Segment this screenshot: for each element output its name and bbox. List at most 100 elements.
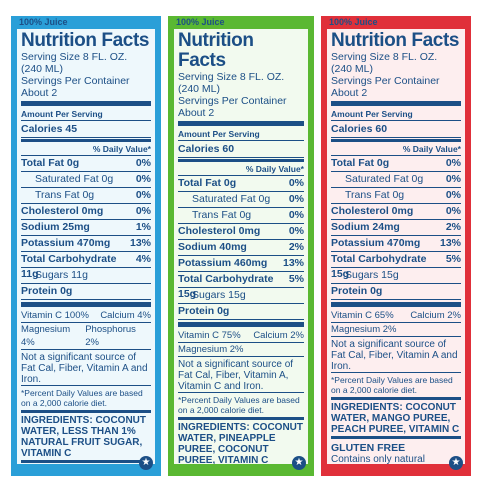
vitamin-left: Vitamin C 65%: [331, 310, 394, 321]
nutrient-label: Sodium 25mg: [21, 221, 90, 233]
divider: [331, 139, 461, 142]
calories: Calories 60: [331, 121, 461, 138]
nutrient-row: Cholesterol 0mg 0%: [178, 224, 304, 240]
nutrient-dv: 0%: [135, 189, 151, 201]
nutrient-row: Protein 0g: [178, 304, 304, 320]
nutrient-row: Sodium 24mg 2%: [331, 220, 461, 236]
nutrient-label: Potassium 470mg: [331, 237, 421, 249]
divider: [178, 121, 304, 126]
nutrient-label: Total Fat 0g: [331, 157, 390, 169]
nutrient-label: Total Carbohydrate 11g: [21, 253, 117, 280]
daily-value-header: % Daily Value*: [21, 143, 151, 156]
nutrient-dv: 0%: [288, 193, 304, 205]
nutrient-row: Potassium 470mg 13%: [21, 236, 151, 252]
daily-value-footnote: *Percent Daily Values are based on a 2,0…: [21, 388, 143, 408]
not-significant-note: Not a significant source of Fat Cal, Fib…: [331, 339, 461, 373]
servings-per-container: Servings Per Container About 2: [21, 75, 130, 99]
not-significant-note: Not a significant source of Fat Cal, Fib…: [178, 359, 304, 393]
daily-value-header: % Daily Value*: [331, 143, 461, 156]
natural-ingredients-note: Contains only natural ingredients; taste…: [331, 454, 425, 464]
ingredients: INGREDIENTS: COCONUT WATER, MANGO PUREE,…: [331, 402, 460, 435]
nutrient-row: Sodium 25mg 1%: [21, 220, 151, 236]
not-significant-note: Not a significant source of Fat Cal, Fib…: [21, 352, 151, 386]
ingredients: INGREDIENTS: COCONUT WATER, PINEAPPLE PU…: [178, 422, 303, 464]
nutrient-label: Trans Fat 0g: [345, 189, 405, 201]
vitamin-row: Magnesium 2%: [331, 323, 461, 337]
nutrient-row: Cholesterol 0mg 0%: [331, 204, 461, 220]
nutrient-label: Sugars 11g: [35, 269, 88, 281]
nutrient-label: Saturated Fat 0g: [345, 173, 424, 185]
divider: [21, 410, 151, 413]
servings-per-container: Servings Per Container About 2: [178, 95, 287, 119]
nutrient-dv: 13%: [439, 237, 461, 249]
nutrient-dv: 1%: [135, 221, 151, 233]
nutrient-row: Total Fat 0g 0%: [178, 176, 304, 192]
nutrient-label: Total Carbohydrate 15g: [331, 253, 427, 280]
nutrition-panel-2: 100% Juice Nutrition Facts Serving Size 8 …: [168, 16, 314, 476]
vitamin-row: Vitamin C 65% Calcium 2%: [331, 309, 461, 323]
vitamin-left: Vitamin C 100%: [21, 310, 89, 321]
nutrient-row: Total Carbohydrate 11g 4%: [21, 252, 151, 280]
nutrient-label: Cholesterol 0mg: [21, 205, 104, 217]
nutrient-dv: 13%: [129, 237, 151, 249]
nutrient-dv: 0%: [135, 157, 151, 169]
star-seal-icon: ★: [139, 456, 153, 470]
vitamin-left: Magnesium 2%: [331, 324, 397, 335]
servings-per-container: Servings Per Container About 2: [331, 75, 440, 99]
nutrition-label: Nutrition Facts Serving Size 8 FL. OZ. (2…: [17, 29, 155, 464]
divider: [331, 101, 461, 106]
nutrition-panel-3: 100% Juice Nutrition Facts Serving Size 8 …: [321, 16, 471, 476]
nutrient-label: Potassium 460mg: [178, 257, 268, 269]
nutrient-dv: 2%: [288, 241, 304, 253]
nutrient-row: Saturated Fat 0g 0%: [178, 192, 304, 208]
nutrient-label: Sugars 15g: [345, 269, 399, 281]
nutrient-dv: 13%: [282, 257, 304, 269]
amount-per-serving: Amount Per Serving: [178, 128, 304, 141]
amount-per-serving: Amount Per Serving: [21, 108, 151, 121]
daily-value-footnote: *Percent Daily Values are based on a 2,0…: [178, 395, 300, 415]
nutrient-row: Protein 0g: [21, 284, 151, 300]
calories: Calories 45: [21, 121, 151, 138]
gluten-free: GLUTEN FREE: [331, 442, 406, 454]
vitamin-row: Magnesium 2%: [178, 343, 304, 357]
calories: Calories 60: [178, 141, 304, 158]
divider: [21, 302, 151, 307]
amount-per-serving: Amount Per Serving: [331, 108, 461, 121]
nutrition-facts-title: Nutrition Facts: [21, 30, 150, 51]
nutrient-row: Potassium 470mg 13%: [331, 236, 461, 252]
nutrient-row: Total Fat 0g 0%: [331, 156, 461, 172]
daily-value-footnote: *Percent Daily Values are based on a 2,0…: [331, 375, 453, 395]
nutrient-dv: 4%: [135, 253, 151, 265]
nutrient-row: Saturated Fat 0g 0%: [331, 172, 461, 188]
vitamin-left: Vitamin C 75%: [178, 330, 241, 341]
nutrition-facts-title: Nutrition Facts: [178, 30, 254, 71]
nutrition-label: Nutrition Facts Serving Size 8 FL. OZ. (2…: [174, 29, 308, 464]
vitamin-right: Calcium 2%: [253, 330, 304, 341]
nutrient-dv: 0%: [135, 205, 151, 217]
star-seal-icon: ★: [449, 456, 463, 470]
nutrient-row: Saturated Fat 0g 0%: [21, 172, 151, 188]
nutrient-row: Trans Fat 0g 0%: [178, 208, 304, 224]
divider: [331, 302, 461, 307]
nutrient-label: Saturated Fat 0g: [35, 173, 114, 185]
nutrition-label: Nutrition Facts Serving Size 8 FL. OZ. (2…: [327, 29, 465, 464]
divider: [21, 460, 151, 463]
divider: [178, 322, 304, 327]
nutrient-row: Cholesterol 0mg 0%: [21, 204, 151, 220]
star-seal-icon: ★: [292, 456, 306, 470]
nutrient-label: Protein 0g: [178, 305, 230, 317]
nutrient-row: Sugars 15g: [178, 288, 304, 304]
nutrient-label: Sugars 15g: [192, 289, 246, 301]
nutrient-dv: 0%: [445, 157, 461, 169]
nutrient-dv: 0%: [288, 225, 304, 237]
vitamin-row: Vitamin C 75% Calcium 2%: [178, 329, 304, 343]
nutrient-label: Potassium 470mg: [21, 237, 111, 249]
nutrient-label: Cholesterol 0mg: [178, 225, 261, 237]
nutrient-row: Sodium 40mg 2%: [178, 240, 304, 256]
divider: [178, 417, 304, 420]
nutrient-label: Saturated Fat 0g: [192, 193, 271, 205]
nutrient-label: Cholesterol 0mg: [331, 205, 414, 217]
divider: [21, 139, 151, 142]
ingredients: INGREDIENTS: COCONUT WATER, LESS THAN 1%…: [21, 415, 146, 459]
nutrient-dv: 5%: [445, 253, 461, 265]
